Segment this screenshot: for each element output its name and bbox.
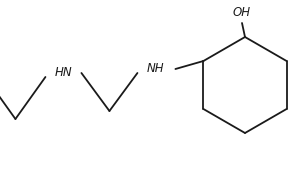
Text: HN: HN — [55, 67, 72, 80]
Text: OH: OH — [233, 6, 251, 19]
Text: NH: NH — [147, 63, 164, 75]
